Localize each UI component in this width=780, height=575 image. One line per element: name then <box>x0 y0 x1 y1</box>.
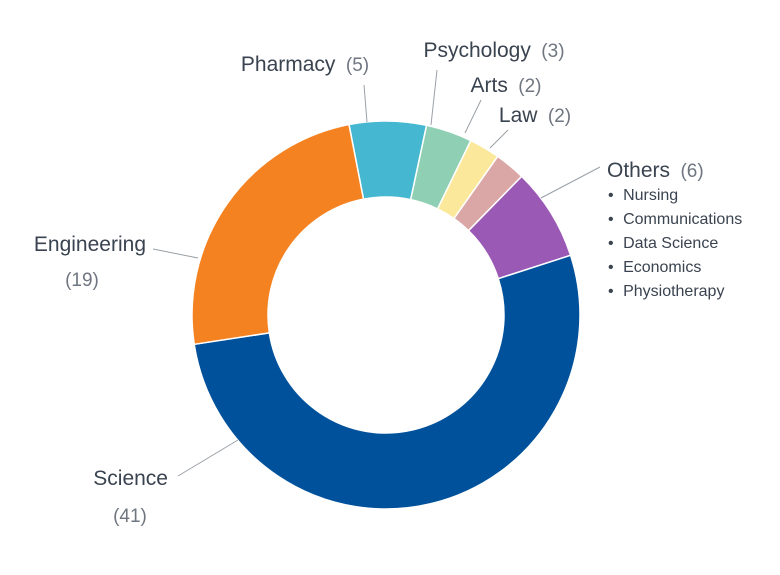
label-psychology-value: (3) <box>541 41 564 62</box>
others-item-communications: • Communications <box>608 211 742 228</box>
slice-label-engineering: Engineering (19) <box>34 233 199 291</box>
label-engineering-name: Engineering <box>34 233 146 256</box>
others-item-nursing: • Nursing <box>608 187 678 204</box>
label-law: Law (2) <box>499 104 571 127</box>
label-law-name: Law <box>499 104 538 127</box>
leader-line-pharmacy <box>363 84 368 123</box>
others-item-bullet: • <box>608 259 614 276</box>
label-engineering-value: (19) <box>65 270 99 291</box>
label-arts-value: (2) <box>518 76 541 97</box>
slice-label-law: Law (2) <box>489 104 571 149</box>
others-item-bullet: • <box>608 235 614 252</box>
leader-line-arts <box>464 99 482 134</box>
others-item-text: Economics <box>623 259 701 276</box>
slice-label-psychology: Psychology (3) <box>423 39 565 126</box>
slice-label-others: Others (6) • Nursing • Communications • … <box>540 159 742 300</box>
label-arts: Arts (2) <box>470 74 541 97</box>
label-others-value: (6) <box>680 161 703 182</box>
label-pharmacy-name: Pharmacy <box>241 53 336 76</box>
leader-line-psychology <box>430 69 438 126</box>
others-item-economics: • Economics <box>608 259 701 276</box>
label-psychology-name: Psychology <box>423 39 531 62</box>
others-item-bullet: • <box>608 211 614 228</box>
others-item-text: Nursing <box>623 187 678 204</box>
leader-line-others <box>540 166 601 199</box>
label-psychology: Psychology (3) <box>423 39 564 62</box>
label-science-name: Science <box>93 467 168 490</box>
label-others-name: Others <box>607 159 670 182</box>
others-item-text: Data Science <box>623 235 718 252</box>
donut-slices <box>191 120 581 510</box>
others-breakdown-list: • Nursing • Communications • Data Scienc… <box>608 187 742 300</box>
leader-line-engineering <box>152 248 199 259</box>
label-law-value: (2) <box>548 106 571 127</box>
leader-line-science <box>177 439 239 477</box>
label-science-value: (41) <box>113 506 147 527</box>
slice-label-science: Science (41) <box>93 439 239 527</box>
label-pharmacy: Pharmacy (5) <box>241 53 369 76</box>
others-item-text: Communications <box>623 211 742 228</box>
label-others: Others (6) <box>607 159 704 182</box>
others-item-bullet: • <box>608 283 614 300</box>
others-item-text: Physiotherapy <box>623 283 724 300</box>
leader-line-law <box>489 129 509 149</box>
label-arts-name: Arts <box>470 74 507 97</box>
others-item-data-science: • Data Science <box>608 235 718 252</box>
slice-label-arts: Arts (2) <box>464 74 542 134</box>
others-item-bullet: • <box>608 187 614 204</box>
slice-engineering <box>191 123 365 346</box>
slice-label-pharmacy: Pharmacy (5) <box>241 53 369 123</box>
label-pharmacy-value: (5) <box>346 55 369 76</box>
others-item-physiotherapy: • Physiotherapy <box>608 283 724 300</box>
slice-science <box>193 254 581 510</box>
